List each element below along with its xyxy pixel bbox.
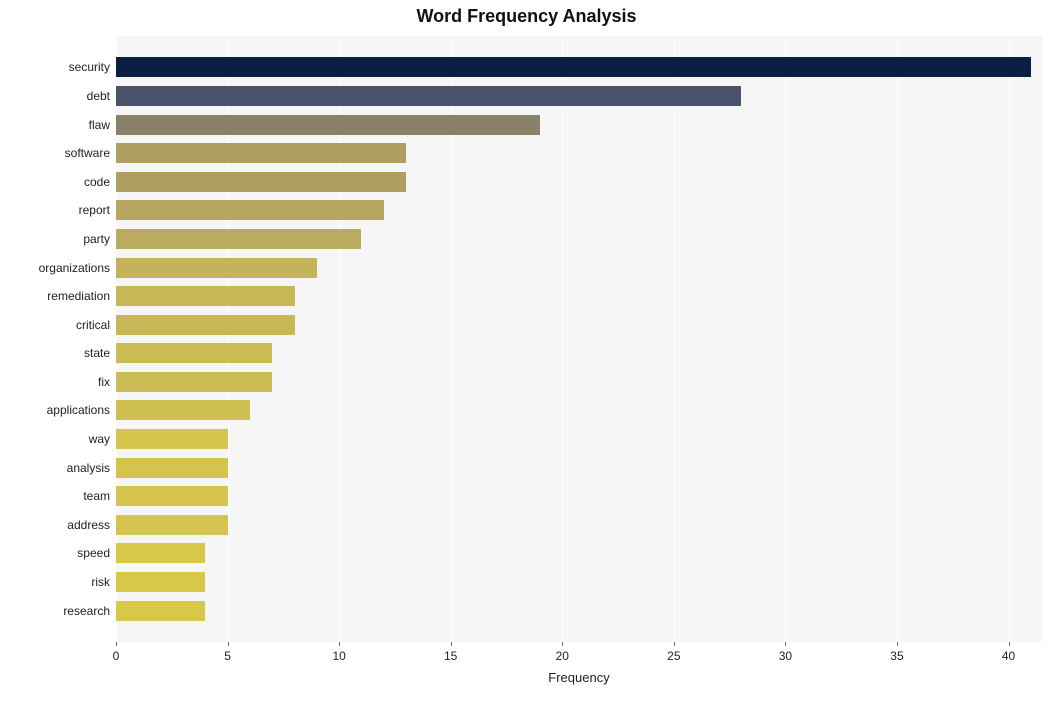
bar (116, 515, 228, 535)
bar (116, 143, 406, 163)
x-axis-title: Frequency (116, 670, 1042, 685)
bar (116, 315, 295, 335)
x-tick-label: 5 (224, 650, 231, 662)
y-tick-label: security (0, 61, 110, 73)
bar (116, 57, 1031, 77)
bar (116, 286, 295, 306)
x-tick-label: 20 (556, 650, 569, 662)
gridline (562, 36, 563, 642)
bar (116, 372, 272, 392)
y-tick-label: flaw (0, 119, 110, 131)
x-tick-label: 10 (332, 650, 345, 662)
bar (116, 543, 205, 563)
x-tick-mark (228, 642, 229, 646)
x-tick-label: 35 (890, 650, 903, 662)
y-tick-label: organizations (0, 262, 110, 274)
y-tick-label: state (0, 347, 110, 359)
bar (116, 601, 205, 621)
y-tick-label: fix (0, 376, 110, 388)
y-tick-label: critical (0, 319, 110, 331)
bar (116, 400, 250, 420)
gridline (897, 36, 898, 642)
gridline (785, 36, 786, 642)
y-tick-label: code (0, 176, 110, 188)
y-tick-label: address (0, 519, 110, 531)
x-tick-label: 40 (1002, 650, 1015, 662)
bar (116, 229, 361, 249)
y-tick-label: party (0, 233, 110, 245)
y-tick-label: remediation (0, 290, 110, 302)
bar (116, 86, 741, 106)
bar (116, 115, 540, 135)
bar (116, 572, 205, 592)
x-tick-mark (897, 642, 898, 646)
x-tick-mark (1009, 642, 1010, 646)
y-tick-label: risk (0, 576, 110, 588)
bar (116, 486, 228, 506)
bar (116, 343, 272, 363)
gridline (674, 36, 675, 642)
x-tick-label: 0 (113, 650, 120, 662)
bar (116, 258, 317, 278)
x-tick-mark (785, 642, 786, 646)
bar (116, 429, 228, 449)
x-tick-mark (562, 642, 563, 646)
bar (116, 172, 406, 192)
y-tick-label: report (0, 204, 110, 216)
y-tick-label: debt (0, 90, 110, 102)
y-tick-label: software (0, 147, 110, 159)
x-tick-mark (451, 642, 452, 646)
y-tick-label: team (0, 490, 110, 502)
x-tick-label: 30 (779, 650, 792, 662)
gridline (1009, 36, 1010, 642)
plot-area (116, 36, 1042, 642)
chart-canvas: Word Frequency Analysis security debt flaw… (0, 0, 1053, 701)
bar (116, 200, 384, 220)
x-tick-mark (674, 642, 675, 646)
bar (116, 458, 228, 478)
y-tick-label: research (0, 605, 110, 617)
x-tick-label: 25 (667, 650, 680, 662)
y-tick-label: speed (0, 547, 110, 559)
y-tick-label: analysis (0, 462, 110, 474)
chart-title: Word Frequency Analysis (0, 6, 1053, 27)
y-tick-label: way (0, 433, 110, 445)
x-tick-mark (116, 642, 117, 646)
x-tick-mark (339, 642, 340, 646)
x-tick-label: 15 (444, 650, 457, 662)
y-tick-label: applications (0, 404, 110, 416)
